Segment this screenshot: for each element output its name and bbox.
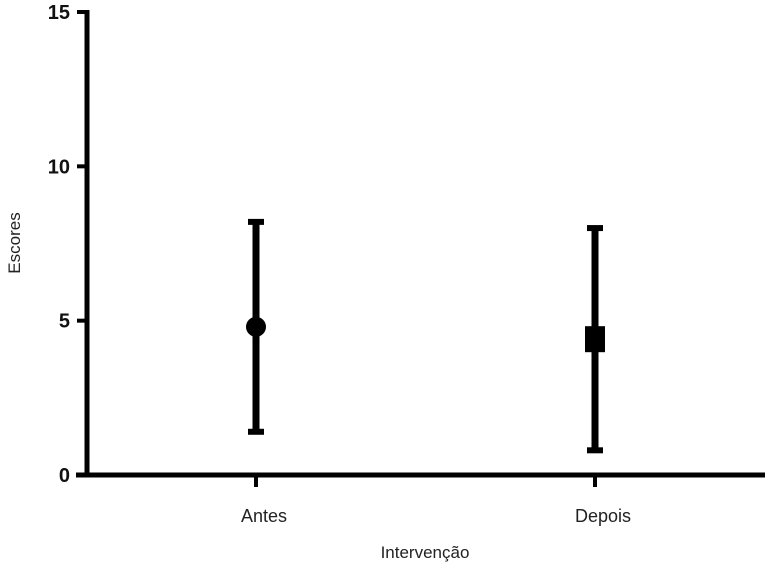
- x-tick-label: Depois: [575, 506, 631, 526]
- y-axis-label: Escores: [5, 212, 24, 273]
- y-tick-label: 15: [48, 2, 70, 24]
- x-tick-label: Antes: [241, 506, 287, 526]
- mean-point: [585, 326, 605, 353]
- mean-point: [246, 316, 266, 337]
- y-tick-label: 10: [48, 156, 70, 178]
- y-tick-label: 5: [59, 311, 70, 333]
- x-axis-label: Intervenção: [381, 543, 470, 562]
- y-tick-label: 0: [59, 465, 70, 487]
